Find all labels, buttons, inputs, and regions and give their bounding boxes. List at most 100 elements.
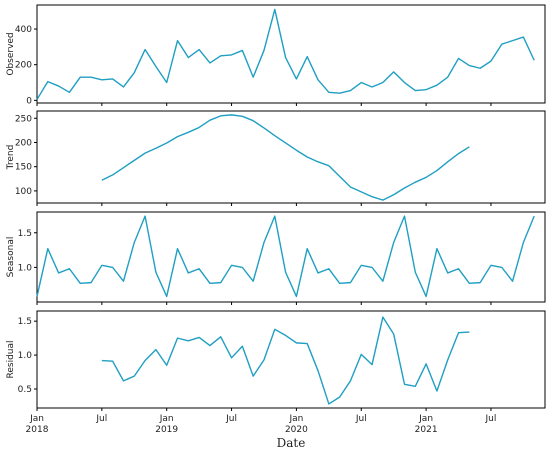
data-point-trend	[199, 127, 200, 128]
data-point-observed	[155, 66, 156, 67]
data-point-observed	[447, 77, 448, 78]
data-point-observed	[231, 54, 232, 55]
data-point-observed	[490, 61, 491, 62]
data-point-trend	[274, 135, 275, 136]
data-point-residual	[328, 403, 329, 404]
y-tick-label-observed: 400	[15, 25, 32, 35]
data-point-residual	[458, 332, 459, 333]
data-point-seasonal	[188, 272, 189, 273]
data-point-seasonal	[426, 296, 427, 297]
data-point-observed	[199, 49, 200, 50]
data-point-observed	[123, 86, 124, 87]
data-point-observed	[393, 71, 394, 72]
data-point-seasonal	[404, 216, 405, 217]
data-point-observed	[307, 56, 308, 57]
data-point-residual	[188, 340, 189, 341]
data-point-residual	[263, 359, 264, 360]
x-tick-label: Jan	[288, 414, 303, 424]
panel-frame-observed	[36, 4, 546, 104]
x-tick-label: Jul	[485, 414, 497, 424]
data-point-seasonal	[469, 283, 470, 284]
data-point-seasonal	[296, 296, 297, 297]
data-point-residual	[426, 363, 427, 364]
data-point-observed	[263, 50, 264, 51]
data-point-trend	[307, 156, 308, 157]
data-point-residual	[469, 331, 470, 332]
x-tick-label: Jul	[355, 414, 367, 424]
data-point-seasonal	[447, 272, 448, 273]
data-point-observed	[90, 77, 91, 78]
data-point-trend	[415, 182, 416, 183]
data-point-trend	[285, 142, 286, 143]
data-point-observed	[177, 40, 178, 41]
y-tick-label-observed: 0	[26, 96, 32, 106]
data-point-trend	[188, 132, 189, 133]
data-point-observed	[80, 77, 81, 78]
data-point-residual	[242, 346, 243, 347]
series-line-residual	[101, 316, 470, 405]
data-point-seasonal	[350, 282, 351, 283]
data-point-trend	[393, 194, 394, 195]
data-point-residual	[404, 384, 405, 385]
panel-frame-trend	[36, 110, 546, 204]
data-point-observed	[469, 65, 470, 66]
data-point-residual	[134, 376, 135, 377]
data-point-trend	[328, 165, 329, 166]
data-point-residual	[209, 345, 210, 346]
data-point-observed	[415, 90, 416, 91]
data-point-seasonal	[415, 272, 416, 273]
x-tick-label: Jul	[225, 414, 237, 424]
data-point-observed	[350, 90, 351, 91]
panel-frame-residual	[36, 310, 546, 409]
data-point-observed	[47, 81, 48, 82]
data-point-trend	[296, 150, 297, 151]
y-tick-label-seasonal: 1.5	[18, 229, 32, 239]
data-point-seasonal	[501, 267, 502, 268]
data-point-observed	[188, 57, 189, 58]
data-point-observed	[328, 92, 329, 93]
data-point-trend	[382, 199, 383, 200]
data-point-seasonal	[144, 216, 145, 217]
data-point-seasonal	[47, 248, 48, 249]
data-point-trend	[339, 176, 340, 177]
data-point-residual	[155, 349, 156, 350]
data-point-seasonal	[69, 268, 70, 269]
x-axis-label: Date	[277, 436, 306, 450]
y-tick-label-trend: 150	[15, 163, 32, 173]
y-axis-label-residual: Residual	[6, 340, 16, 378]
data-point-trend	[371, 196, 372, 197]
data-point-seasonal	[523, 242, 524, 243]
data-point-observed	[112, 78, 113, 79]
data-point-seasonal	[166, 296, 167, 297]
data-point-observed	[69, 92, 70, 93]
data-point-residual	[307, 343, 308, 344]
data-point-trend	[263, 127, 264, 128]
data-point-residual	[382, 317, 383, 318]
y-tick-label-observed: 200	[15, 61, 32, 71]
data-point-seasonal	[253, 281, 254, 282]
data-point-trend	[166, 142, 167, 143]
data-point-observed	[534, 60, 535, 61]
y-tick-label-residual: 0.5	[18, 385, 32, 395]
data-point-trend	[209, 120, 210, 121]
data-point-residual	[447, 359, 448, 360]
data-point-residual	[112, 361, 113, 362]
data-point-seasonal	[490, 265, 491, 266]
data-point-residual	[415, 386, 416, 387]
data-point-residual	[177, 338, 178, 339]
data-point-observed	[296, 78, 297, 79]
data-point-seasonal	[101, 265, 102, 266]
data-point-seasonal	[242, 267, 243, 268]
data-point-observed	[58, 85, 59, 86]
data-point-trend	[177, 136, 178, 137]
data-point-trend	[469, 146, 470, 147]
y-tick-label-residual: 1.0	[18, 351, 33, 361]
x-tick-year-label: 2020	[285, 425, 308, 435]
data-point-trend	[350, 186, 351, 187]
data-point-observed	[426, 89, 427, 90]
y-tick-label-trend: 200	[15, 138, 32, 148]
data-point-trend	[317, 161, 318, 162]
x-tick-year-label: 2021	[415, 425, 438, 435]
data-point-observed	[36, 99, 37, 100]
data-point-residual	[285, 335, 286, 336]
